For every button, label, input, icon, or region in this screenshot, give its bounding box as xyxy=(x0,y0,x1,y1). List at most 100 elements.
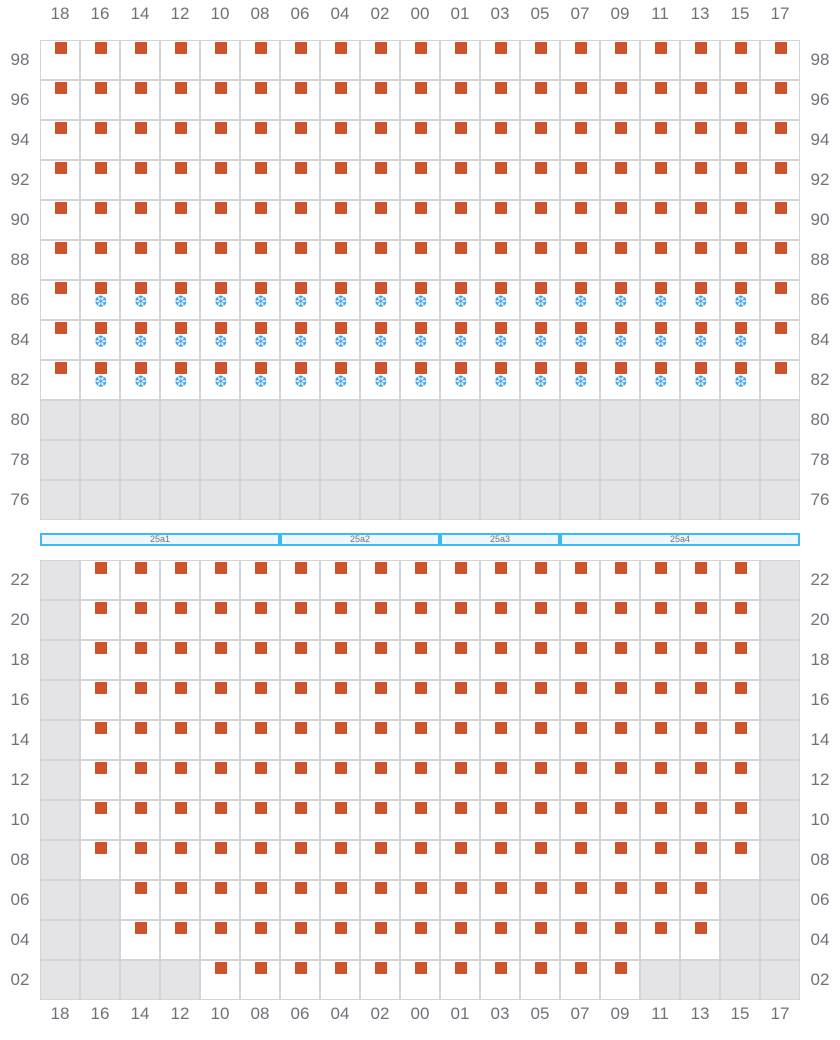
top-slot-92-16[interactable] xyxy=(80,160,120,200)
bottom-slot-20-01[interactable] xyxy=(440,600,480,640)
bottom-slot-16-01[interactable] xyxy=(440,680,480,720)
top-slot-96-01[interactable] xyxy=(440,80,480,120)
bottom-slot-22-04[interactable] xyxy=(320,560,360,600)
bottom-slot-08-15[interactable] xyxy=(720,840,760,880)
top-slot-94-16[interactable] xyxy=(80,120,120,160)
top-slot-96-15[interactable] xyxy=(720,80,760,120)
top-slot-94-02[interactable] xyxy=(360,120,400,160)
top-slot-92-15[interactable] xyxy=(720,160,760,200)
top-slot-94-18[interactable] xyxy=(40,120,80,160)
top-slot-84-12[interactable]: ❆ xyxy=(160,320,200,360)
bottom-slot-14-11[interactable] xyxy=(640,720,680,760)
top-slot-86-06[interactable]: ❆ xyxy=(280,280,320,320)
bottom-slot-18-05[interactable] xyxy=(520,640,560,680)
top-slot-92-04[interactable] xyxy=(320,160,360,200)
bottom-slot-06-12[interactable] xyxy=(160,880,200,920)
segment-25a1[interactable]: 25a1 xyxy=(40,533,280,546)
bottom-slot-14-10[interactable] xyxy=(200,720,240,760)
top-slot-82-08[interactable]: ❆ xyxy=(240,360,280,400)
bottom-slot-18-06[interactable] xyxy=(280,640,320,680)
bottom-slot-08-08[interactable] xyxy=(240,840,280,880)
bottom-slot-14-04[interactable] xyxy=(320,720,360,760)
top-slot-96-18[interactable] xyxy=(40,80,80,120)
top-slot-94-06[interactable] xyxy=(280,120,320,160)
bottom-slot-12-00[interactable] xyxy=(400,760,440,800)
top-slot-94-14[interactable] xyxy=(120,120,160,160)
top-slot-98-08[interactable] xyxy=(240,40,280,80)
bottom-slot-16-09[interactable] xyxy=(600,680,640,720)
top-slot-88-12[interactable] xyxy=(160,240,200,280)
top-slot-94-07[interactable] xyxy=(560,120,600,160)
bottom-slot-06-10[interactable] xyxy=(200,880,240,920)
bottom-slot-16-03[interactable] xyxy=(480,680,520,720)
bottom-slot-18-07[interactable] xyxy=(560,640,600,680)
top-slot-86-14[interactable]: ❆ xyxy=(120,280,160,320)
bottom-slot-08-11[interactable] xyxy=(640,840,680,880)
bottom-slot-06-00[interactable] xyxy=(400,880,440,920)
top-slot-96-04[interactable] xyxy=(320,80,360,120)
bottom-slot-18-14[interactable] xyxy=(120,640,160,680)
bottom-slot-12-02[interactable] xyxy=(360,760,400,800)
top-slot-96-11[interactable] xyxy=(640,80,680,120)
bottom-slot-22-16[interactable] xyxy=(80,560,120,600)
top-slot-98-12[interactable] xyxy=(160,40,200,80)
top-slot-90-03[interactable] xyxy=(480,200,520,240)
bottom-slot-04-05[interactable] xyxy=(520,920,560,960)
bottom-slot-06-05[interactable] xyxy=(520,880,560,920)
bottom-slot-10-00[interactable] xyxy=(400,800,440,840)
bottom-slot-14-13[interactable] xyxy=(680,720,720,760)
bottom-slot-16-08[interactable] xyxy=(240,680,280,720)
top-slot-88-07[interactable] xyxy=(560,240,600,280)
top-slot-86-15[interactable]: ❆ xyxy=(720,280,760,320)
bottom-slot-06-13[interactable] xyxy=(680,880,720,920)
top-slot-84-11[interactable]: ❆ xyxy=(640,320,680,360)
top-slot-98-15[interactable] xyxy=(720,40,760,80)
bottom-slot-20-06[interactable] xyxy=(280,600,320,640)
bottom-slot-20-11[interactable] xyxy=(640,600,680,640)
top-slot-82-15[interactable]: ❆ xyxy=(720,360,760,400)
top-slot-88-09[interactable] xyxy=(600,240,640,280)
top-slot-94-13[interactable] xyxy=(680,120,720,160)
top-slot-96-07[interactable] xyxy=(560,80,600,120)
top-slot-98-10[interactable] xyxy=(200,40,240,80)
top-slot-82-13[interactable]: ❆ xyxy=(680,360,720,400)
bottom-slot-12-07[interactable] xyxy=(560,760,600,800)
top-slot-92-17[interactable] xyxy=(760,160,800,200)
top-slot-90-02[interactable] xyxy=(360,200,400,240)
bottom-slot-08-03[interactable] xyxy=(480,840,520,880)
top-slot-88-13[interactable] xyxy=(680,240,720,280)
bottom-slot-20-15[interactable] xyxy=(720,600,760,640)
bottom-slot-14-05[interactable] xyxy=(520,720,560,760)
top-slot-88-04[interactable] xyxy=(320,240,360,280)
bottom-slot-08-16[interactable] xyxy=(80,840,120,880)
bottom-slot-04-02[interactable] xyxy=(360,920,400,960)
bottom-slot-16-00[interactable] xyxy=(400,680,440,720)
top-slot-86-02[interactable]: ❆ xyxy=(360,280,400,320)
top-slot-94-05[interactable] xyxy=(520,120,560,160)
top-slot-90-05[interactable] xyxy=(520,200,560,240)
bottom-slot-16-13[interactable] xyxy=(680,680,720,720)
bottom-slot-08-14[interactable] xyxy=(120,840,160,880)
top-slot-88-17[interactable] xyxy=(760,240,800,280)
bottom-slot-12-03[interactable] xyxy=(480,760,520,800)
bottom-slot-18-04[interactable] xyxy=(320,640,360,680)
top-slot-84-17[interactable] xyxy=(760,320,800,360)
bottom-slot-06-06[interactable] xyxy=(280,880,320,920)
top-slot-82-02[interactable]: ❆ xyxy=(360,360,400,400)
top-slot-86-05[interactable]: ❆ xyxy=(520,280,560,320)
bottom-slot-04-00[interactable] xyxy=(400,920,440,960)
bottom-slot-04-01[interactable] xyxy=(440,920,480,960)
bottom-slot-20-07[interactable] xyxy=(560,600,600,640)
bottom-slot-08-07[interactable] xyxy=(560,840,600,880)
bottom-slot-20-04[interactable] xyxy=(320,600,360,640)
bottom-slot-16-15[interactable] xyxy=(720,680,760,720)
bottom-slot-12-13[interactable] xyxy=(680,760,720,800)
bottom-slot-14-16[interactable] xyxy=(80,720,120,760)
top-slot-98-13[interactable] xyxy=(680,40,720,80)
bottom-slot-06-09[interactable] xyxy=(600,880,640,920)
top-slot-82-16[interactable]: ❆ xyxy=(80,360,120,400)
top-slot-90-06[interactable] xyxy=(280,200,320,240)
top-slot-86-16[interactable]: ❆ xyxy=(80,280,120,320)
bottom-slot-04-13[interactable] xyxy=(680,920,720,960)
bottom-slot-20-14[interactable] xyxy=(120,600,160,640)
